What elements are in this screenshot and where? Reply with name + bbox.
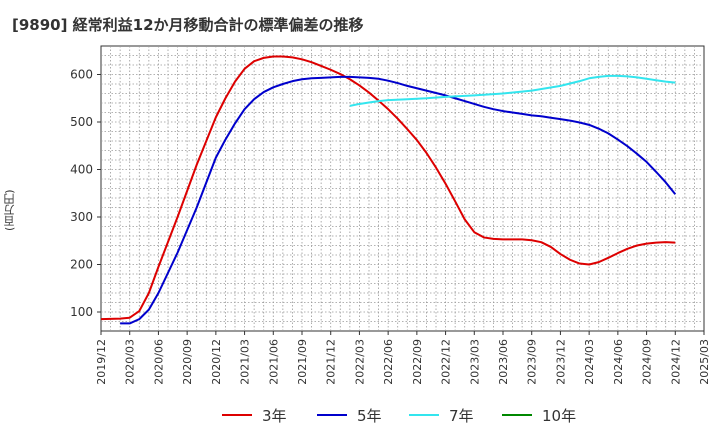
- x-tick-label: 2021/06: [267, 339, 280, 385]
- legend-label: 10年: [542, 406, 577, 425]
- legend: 3年 5年 7年 10年: [0, 402, 720, 428]
- x-tick-label: 2024/12: [669, 339, 682, 385]
- x-tick-label: 2025/03: [698, 339, 711, 385]
- x-tick-label: 2024/09: [641, 339, 654, 385]
- chart-title: [9890] 経常利益12か月移動合計の標準偏差の推移: [12, 16, 364, 34]
- x-tick-label: 2019/12: [95, 339, 108, 385]
- legend-item-10年: 10年: [502, 402, 576, 428]
- legend-swatch: [409, 414, 439, 416]
- x-tick-label: 2022/12: [440, 339, 453, 385]
- series-line-5年: [120, 75, 677, 325]
- x-tick-label: 2020/06: [152, 339, 165, 385]
- x-tick-label: 2022/09: [411, 339, 424, 385]
- grid-lines: [100, 45, 705, 332]
- legend-swatch: [502, 414, 532, 416]
- y-tick-label: 400: [70, 163, 93, 177]
- x-tick-label: 2020/09: [181, 339, 194, 385]
- legend-item-3年: 3年: [222, 402, 287, 428]
- legend-swatch: [317, 414, 347, 416]
- x-tick-label: 2022/06: [382, 339, 395, 385]
- legend-item-5年: 5年: [317, 402, 382, 428]
- legend-label: 7年: [449, 406, 474, 425]
- x-tick-label: 2023/12: [554, 339, 567, 385]
- series-layer: [100, 55, 677, 325]
- x-tick-label: 2021/09: [296, 339, 309, 385]
- y-tick-label: 600: [70, 68, 93, 82]
- x-tick-label: 2021/12: [325, 339, 338, 385]
- legend-swatch: [222, 414, 252, 416]
- legend-label: 5年: [357, 406, 382, 425]
- x-tick-label: 2020/03: [124, 339, 137, 385]
- series-line-7年: [349, 74, 676, 107]
- x-tick-label: 2020/12: [210, 339, 223, 385]
- y-tick-label: 200: [70, 258, 93, 272]
- x-tick-label: 2023/03: [468, 339, 481, 385]
- series-line-3年: [100, 55, 676, 321]
- x-tick-label: 2024/03: [583, 339, 596, 385]
- y-tick-label: 100: [70, 305, 93, 319]
- x-tick-label: 2023/06: [497, 339, 510, 385]
- y-tick-label: 500: [70, 115, 93, 129]
- x-tick-label: 2024/06: [612, 339, 625, 385]
- legend-label: 3年: [262, 406, 287, 425]
- y-tick-label: 300: [70, 210, 93, 224]
- x-tick-label: 2022/03: [353, 339, 366, 385]
- legend-item-7年: 7年: [409, 402, 474, 428]
- axes: 100 200 300 400 500 600 2019/12 2020/03 2020/06 2…: [70, 68, 711, 385]
- x-tick-label: 2021/03: [239, 339, 252, 385]
- x-tick-label: 2023/09: [526, 339, 539, 385]
